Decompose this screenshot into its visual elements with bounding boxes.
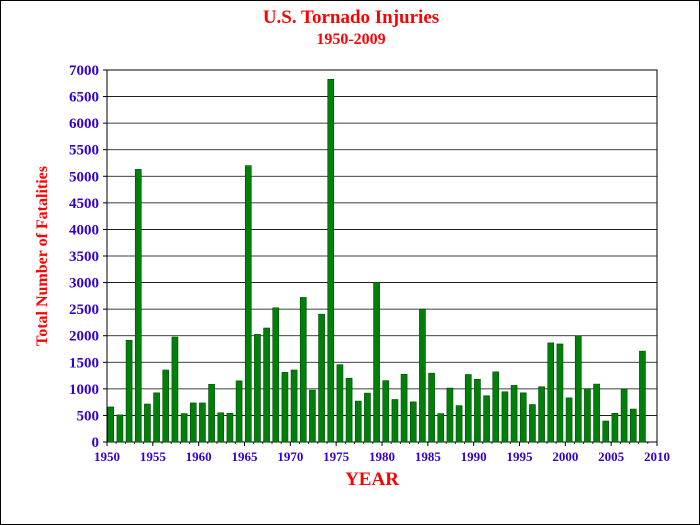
bar-1992: [492, 371, 500, 443]
bar-1959: [189, 402, 197, 443]
bar-1991: [483, 395, 490, 443]
bar-1954: [144, 403, 151, 443]
bar-1984: [419, 308, 426, 443]
y-tick-label: 5500: [69, 143, 99, 159]
x-tick-label: 1965: [232, 449, 259, 464]
bar-1966: [254, 334, 261, 443]
chart-title: U.S. Tornado Injuries: [262, 7, 440, 28]
bar-1975: [336, 364, 344, 443]
chart-subtitle: 1950-2009: [316, 31, 386, 48]
x-axis-label: YEAR: [345, 469, 399, 490]
bar-2008: [639, 350, 646, 443]
x-tick-label: 1960: [186, 449, 212, 464]
y-tick-label: 2000: [69, 329, 99, 345]
bar-2007: [629, 408, 637, 443]
x-tick-label: 1975: [323, 449, 350, 464]
bar-1988: [455, 405, 463, 443]
bar-2006: [620, 389, 628, 443]
y-tick-label: 7000: [69, 63, 99, 79]
bar-2005: [611, 413, 619, 443]
bar-2002: [584, 388, 591, 443]
bar-1996: [529, 404, 536, 443]
bar-1982: [400, 373, 408, 443]
bar-1970: [290, 369, 298, 443]
bar-1955: [153, 392, 160, 443]
x-tick-label: 1980: [369, 449, 395, 464]
bar-1989: [464, 374, 472, 443]
bar-1981: [391, 399, 399, 443]
x-tick-label: 1970: [277, 449, 303, 464]
x-tick-label: 1990: [461, 449, 487, 464]
x-axis-ticks: 1950 1955 1960 1965 1970 1975 1980 1985 1990 1995…: [94, 442, 670, 464]
y-tick-label: 3000: [69, 276, 99, 292]
bar-1957: [171, 336, 179, 443]
y-tick-label: 2500: [69, 302, 99, 318]
bar-1967: [263, 327, 270, 443]
x-tick-label: 1985: [415, 449, 442, 464]
bar-1974: [327, 79, 335, 443]
y-tick-label: 6500: [69, 90, 99, 106]
bar-1997: [538, 386, 545, 443]
bar-1951: [116, 414, 124, 443]
bar-1980: [382, 380, 390, 443]
bar-1979: [373, 282, 380, 443]
bar-1986: [437, 413, 445, 443]
bar-2001: [574, 335, 582, 443]
y-tick-label: 1500: [69, 355, 99, 371]
bar-1977: [354, 400, 362, 443]
y-tick-label: 5000: [69, 169, 99, 185]
y-tick-label: 4000: [69, 222, 99, 238]
bar-1960: [199, 402, 206, 443]
bars: [107, 79, 646, 443]
bar-1973: [318, 313, 325, 443]
bar-1995: [519, 392, 527, 443]
bar-1987: [446, 387, 454, 443]
grid-lines: [103, 69, 657, 443]
bar-1956: [162, 369, 170, 443]
bar-1983: [409, 401, 417, 443]
bar-1962: [217, 412, 225, 443]
bar-1950: [107, 406, 115, 443]
bar-1985: [428, 372, 435, 443]
bar-1976: [345, 377, 353, 443]
x-tick-label: 1955: [140, 449, 167, 464]
bar-1964: [235, 380, 243, 443]
x-tick-label: 1950: [94, 449, 120, 464]
bar-1972: [309, 389, 316, 443]
bar-2004: [602, 420, 610, 443]
bar-1999: [556, 343, 564, 443]
bar-1993: [501, 391, 509, 443]
y-tick-label: 1000: [69, 382, 99, 398]
bar-2003: [593, 383, 600, 443]
x-tick-label: 2005: [598, 449, 625, 464]
bar-1953: [134, 169, 142, 443]
x-tick-label: 2010: [644, 449, 670, 464]
bar-1990: [474, 378, 481, 443]
y-axis-label: Total Number of Fatalities: [34, 166, 51, 346]
bar-1971: [299, 297, 307, 443]
bar-1961: [208, 384, 215, 443]
y-axis-ticks: 0 500 1000 1500 2000 2500 3000 3500 4000 4500 5000…: [69, 63, 99, 451]
y-tick-label: 0: [92, 435, 100, 451]
bar-1994: [510, 385, 518, 443]
bar-1969: [281, 372, 289, 443]
y-tick-label: 500: [77, 408, 100, 424]
x-tick-label: 2000: [552, 449, 578, 464]
y-tick-label: 3500: [69, 249, 99, 265]
bar-1968: [272, 307, 280, 443]
y-tick-label: 6000: [69, 116, 99, 132]
bar-1998: [547, 342, 555, 443]
bar-1952: [125, 339, 133, 443]
x-tick-label: 1995: [507, 449, 534, 464]
bar-1978: [364, 392, 371, 443]
bar-1963: [226, 413, 234, 443]
bar-2000: [565, 397, 573, 443]
y-tick-label: 4500: [69, 196, 99, 212]
bar-1965: [244, 165, 252, 443]
bar-1958: [180, 413, 188, 443]
